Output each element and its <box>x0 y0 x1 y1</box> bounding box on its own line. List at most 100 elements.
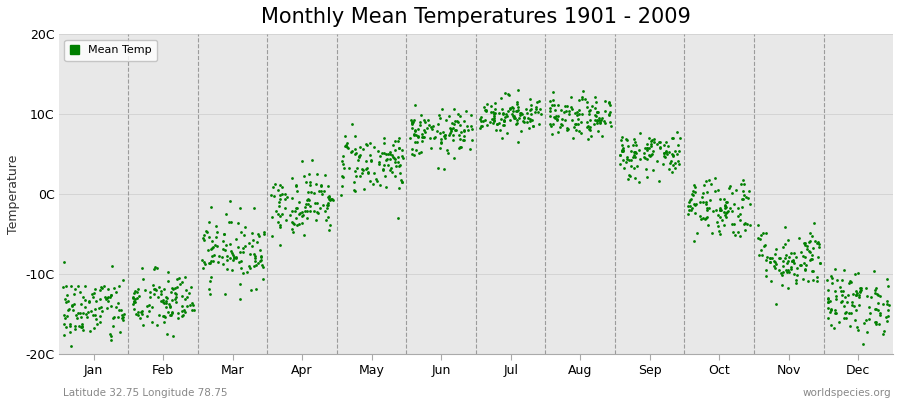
Point <box>432 112 446 118</box>
Point <box>437 132 452 138</box>
Point <box>292 198 306 205</box>
Point <box>672 135 687 142</box>
Point <box>227 255 241 262</box>
Point <box>392 185 407 192</box>
Point <box>868 319 883 326</box>
Point <box>379 156 393 162</box>
Point <box>588 116 602 123</box>
Point <box>313 188 328 194</box>
Point <box>769 261 783 267</box>
Point <box>805 256 819 262</box>
Point <box>352 153 366 160</box>
Point <box>86 311 101 318</box>
Point <box>584 133 598 140</box>
Point <box>367 170 382 176</box>
Point <box>163 304 177 310</box>
Point <box>686 188 700 194</box>
Point <box>289 215 303 221</box>
Point <box>688 210 702 216</box>
Point <box>688 182 702 188</box>
Point <box>289 183 303 190</box>
Point <box>144 319 158 325</box>
Point <box>613 137 627 144</box>
Point <box>342 165 356 171</box>
Point <box>813 260 827 266</box>
Point <box>206 258 220 264</box>
Point <box>360 168 374 175</box>
Point <box>736 181 751 187</box>
Point <box>544 102 559 109</box>
Point <box>166 333 180 340</box>
Point <box>288 208 302 214</box>
Point <box>828 309 842 316</box>
Point <box>616 148 630 154</box>
Point <box>847 303 861 310</box>
Point <box>202 234 217 240</box>
Point <box>668 165 682 172</box>
Point <box>646 139 661 146</box>
Point <box>473 122 488 129</box>
Point <box>793 262 807 268</box>
Point <box>723 183 737 189</box>
Point <box>434 136 448 142</box>
Point <box>767 262 781 269</box>
Point <box>782 269 796 275</box>
Point <box>808 238 823 244</box>
Point <box>806 245 820 251</box>
Point <box>568 110 582 116</box>
Point <box>645 167 660 173</box>
Point <box>107 285 122 291</box>
Point <box>414 148 428 155</box>
Point <box>627 149 642 156</box>
Point <box>759 267 773 274</box>
Point <box>768 258 782 265</box>
Point <box>759 257 773 264</box>
Point <box>571 121 585 127</box>
Point <box>684 206 698 213</box>
Point <box>326 197 340 204</box>
Point <box>598 118 612 124</box>
Point <box>325 196 339 203</box>
Point <box>572 107 586 114</box>
Point <box>175 292 189 299</box>
Point <box>489 105 503 112</box>
Point <box>219 242 233 248</box>
Point <box>309 216 323 223</box>
Point <box>782 254 796 260</box>
Point <box>708 207 723 214</box>
Point <box>713 231 727 238</box>
Point <box>63 321 77 327</box>
Point <box>205 238 220 244</box>
Point <box>668 148 682 155</box>
Point <box>392 135 406 142</box>
Point <box>251 231 266 237</box>
Point <box>878 328 892 334</box>
Point <box>295 212 310 219</box>
Point <box>722 185 736 191</box>
Point <box>810 278 824 284</box>
Point <box>670 151 685 158</box>
Point <box>546 121 561 127</box>
Point <box>785 258 799 264</box>
Point <box>143 289 157 296</box>
Point <box>92 305 106 312</box>
Point <box>561 126 575 132</box>
Point <box>148 286 163 292</box>
Point <box>848 316 862 323</box>
Point <box>57 332 71 338</box>
Point <box>629 142 643 148</box>
Point <box>869 291 884 297</box>
Point <box>450 118 464 124</box>
Point <box>195 256 210 263</box>
Point <box>510 104 525 110</box>
Point <box>411 150 426 156</box>
Point <box>692 199 706 206</box>
Point <box>734 196 749 203</box>
Point <box>684 196 698 202</box>
Point <box>163 311 177 318</box>
Point <box>668 160 682 166</box>
Point <box>581 108 596 114</box>
Point <box>694 216 708 222</box>
Point <box>710 212 724 218</box>
Point <box>490 121 504 128</box>
